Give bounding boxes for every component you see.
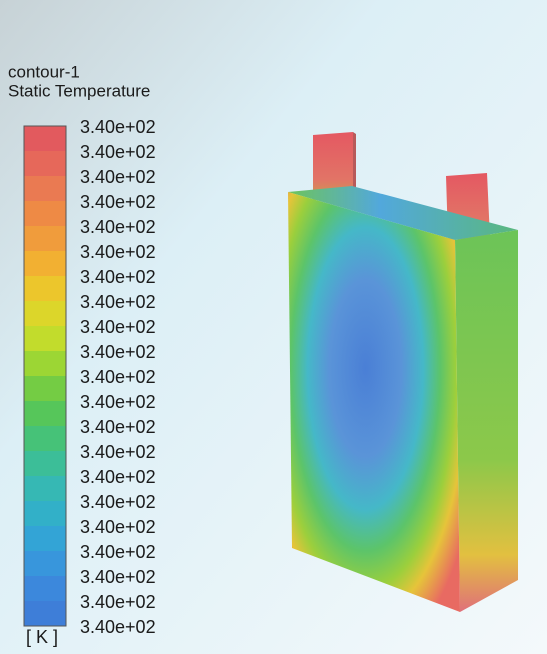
- color-band: [24, 476, 66, 502]
- color-band: [24, 551, 66, 577]
- color-band: [24, 251, 66, 277]
- legend-label: 3.40e+02: [80, 467, 156, 487]
- color-band: [24, 351, 66, 377]
- legend-quantity: Static Temperature: [8, 81, 150, 100]
- color-band: [24, 376, 66, 402]
- legend-label: 3.40e+02: [80, 617, 156, 637]
- color-band: [24, 501, 66, 527]
- battery-model: [288, 132, 518, 612]
- legend-labels: 3.40e+02 3.40e+02 3.40e+02 3.40e+02 3.40e+02…: [80, 117, 156, 637]
- color-band: [24, 426, 66, 452]
- color-band: [24, 576, 66, 602]
- color-band: [24, 601, 66, 627]
- side-face: [455, 230, 518, 612]
- legend-label: 3.40e+02: [80, 317, 156, 337]
- legend-label: 3.40e+02: [80, 417, 156, 437]
- color-band: [24, 226, 66, 252]
- color-band: [24, 201, 66, 227]
- legend-label: 3.40e+02: [80, 517, 156, 537]
- color-band: [24, 401, 66, 427]
- legend-label: 3.40e+02: [80, 492, 156, 512]
- legend-label: 3.40e+02: [80, 167, 156, 187]
- legend-label: 3.40e+02: [80, 142, 156, 162]
- legend-label: 3.40e+02: [80, 217, 156, 237]
- front-face: [288, 192, 460, 612]
- top-face: [288, 186, 518, 240]
- color-band: [24, 126, 66, 152]
- tab-side: [353, 132, 356, 198]
- legend-label: 3.40e+02: [80, 242, 156, 262]
- color-bar: [23, 125, 67, 627]
- legend-label: 3.40e+02: [80, 342, 156, 362]
- color-band: [24, 451, 66, 477]
- color-bar-frame: [23, 125, 67, 627]
- legend-label: 3.40e+02: [80, 392, 156, 412]
- legend-label: 3.40e+02: [80, 192, 156, 212]
- legend-label: 3.40e+02: [80, 442, 156, 462]
- legend-label: 3.40e+02: [80, 267, 156, 287]
- tab: [313, 132, 353, 200]
- color-band: [24, 151, 66, 177]
- legend-label: 3.40e+02: [80, 367, 156, 387]
- color-band: [24, 326, 66, 352]
- legend-label: 3.40e+02: [80, 542, 156, 562]
- legend-label: 3.40e+02: [80, 592, 156, 612]
- legend-title: contour-1: [8, 62, 80, 81]
- legend-label: 3.40e+02: [80, 292, 156, 312]
- color-band: [24, 176, 66, 202]
- legend-label: 3.40e+02: [80, 117, 156, 137]
- legend-label: 3.40e+02: [80, 567, 156, 587]
- color-band: [24, 526, 66, 552]
- color-band: [24, 276, 66, 302]
- color-band: [24, 301, 66, 327]
- legend-unit: [ K ]: [26, 627, 58, 647]
